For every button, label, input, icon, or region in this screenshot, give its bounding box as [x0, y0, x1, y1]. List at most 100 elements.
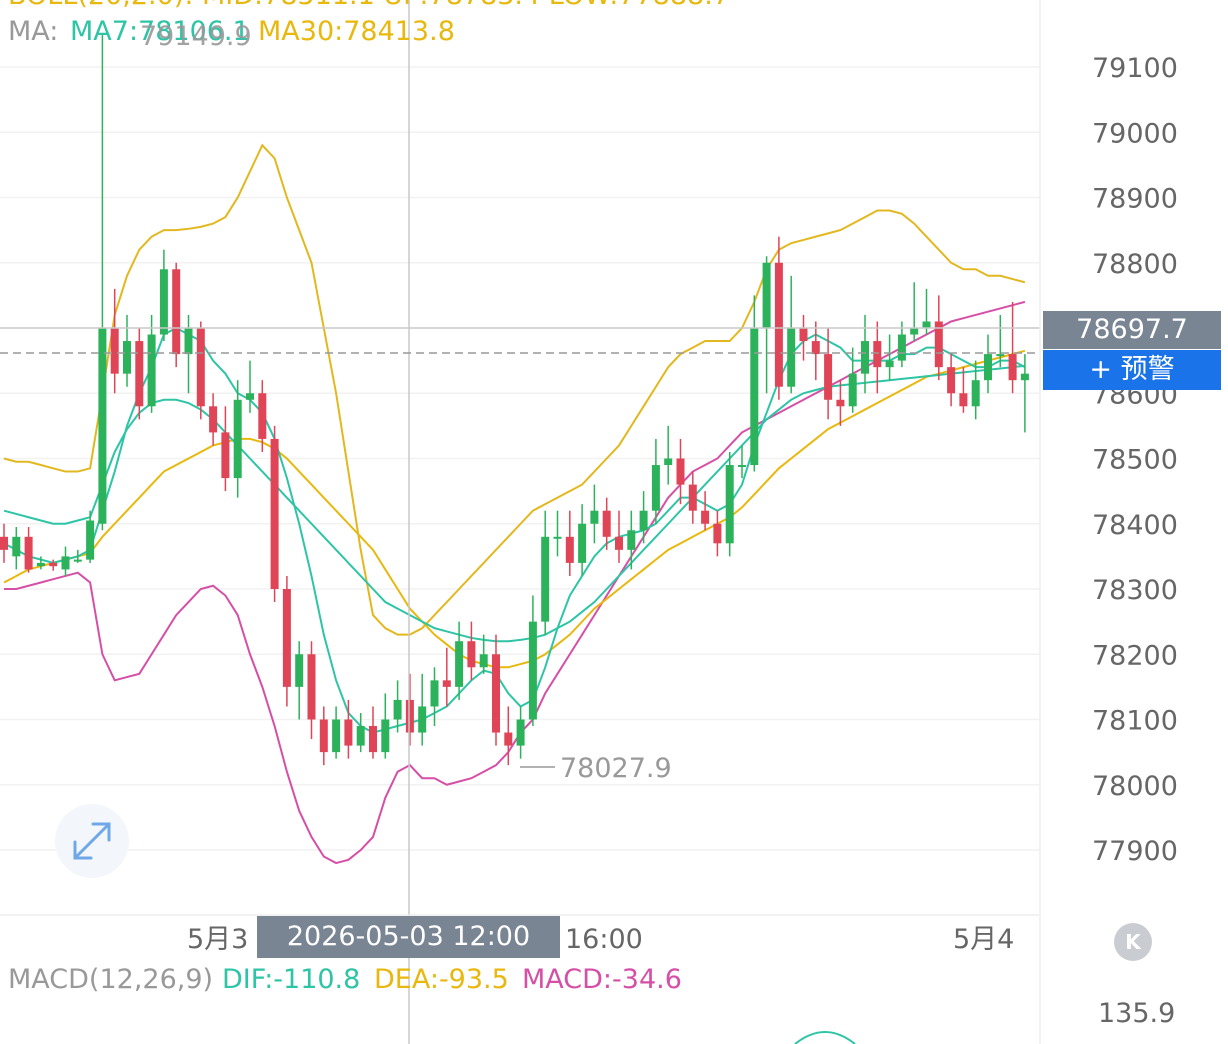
time-label-1600: 16:00 — [565, 924, 643, 955]
candle-body — [947, 367, 956, 394]
candle-body — [282, 589, 291, 687]
candle-body — [356, 726, 365, 746]
candle-body — [172, 269, 181, 355]
current-price-tag: 78697.7 — [1043, 311, 1221, 349]
price-tick-label: 79000 — [1092, 118, 1178, 149]
expand-icon — [73, 822, 111, 860]
candle-body — [590, 510, 599, 524]
candle-body — [811, 341, 820, 355]
candle-body — [221, 432, 230, 479]
candle-body — [467, 641, 476, 668]
candle-body — [1020, 373, 1029, 381]
k-icon: K — [1125, 930, 1141, 954]
candle-body — [12, 536, 21, 557]
candle-body — [295, 654, 304, 687]
candle-body — [873, 341, 882, 368]
candle-body — [848, 373, 857, 407]
price-tick-label: 79100 — [1092, 53, 1178, 84]
high-price-marker: 79149.9 — [140, 21, 252, 52]
candle-body — [405, 699, 414, 733]
candle-body — [49, 562, 58, 567]
candle-body — [701, 510, 710, 524]
alert-button[interactable]: + 预警 — [1043, 350, 1221, 390]
candle-body — [110, 328, 119, 374]
candle-body — [787, 328, 796, 387]
ma30-legend: MA30:78413.8 — [258, 16, 455, 47]
candle-body — [135, 341, 144, 407]
candle-body — [36, 562, 45, 567]
candle-body — [750, 328, 759, 466]
candle-body — [147, 334, 156, 407]
candle-body — [455, 641, 464, 687]
low-price-marker: 78027.9 — [560, 753, 672, 784]
ma7-legend: MA7:78106.1 — [70, 16, 250, 47]
macd-dif-line — [794, 1031, 856, 1044]
price-tick-label: 78400 — [1092, 510, 1178, 541]
price-tick-label: 77900 — [1092, 836, 1178, 867]
candle-body — [971, 380, 980, 407]
candle-body — [270, 438, 279, 589]
candle-body — [541, 536, 550, 622]
ma-prefix: MA: — [8, 16, 58, 47]
candle-body — [897, 334, 906, 361]
candle-body — [676, 458, 685, 485]
candle-body — [369, 726, 377, 753]
candle-body — [959, 393, 968, 407]
ma30-line — [3, 349, 1026, 669]
price-tick-label: 78000 — [1092, 771, 1178, 802]
time-label-may3: 5月3 — [187, 924, 248, 955]
crosshair-time-label: 2026-05-03 12:00 — [257, 916, 560, 958]
candle-body — [885, 360, 894, 368]
price-tick-label: 78800 — [1092, 249, 1178, 280]
price-tick-label: 78100 — [1092, 706, 1178, 737]
candle-body — [98, 328, 107, 524]
k-line-toggle-button[interactable]: K — [1114, 923, 1152, 961]
price-axis: 7910079000789007880078600785007840078300… — [1092, 53, 1178, 867]
candle-body — [332, 719, 341, 753]
candle-body — [565, 536, 574, 563]
candle-body — [430, 680, 439, 707]
candle-body — [184, 328, 193, 355]
candle-body — [516, 719, 525, 746]
macd-value: MACD:-34.6 — [522, 964, 682, 995]
candle-body — [836, 399, 845, 407]
candle-body — [393, 699, 402, 720]
price-tick-label: 78900 — [1092, 184, 1178, 215]
candle-body — [528, 621, 537, 720]
candle-body — [61, 556, 70, 570]
candle-body — [479, 654, 488, 668]
candle-body — [196, 328, 205, 407]
candle-body — [418, 706, 427, 733]
macd-dea: DEA:-93.5 — [374, 964, 509, 995]
expand-chart-button[interactable] — [55, 804, 129, 878]
candle-body — [159, 269, 168, 335]
candle-body — [984, 354, 992, 381]
boll-up-line — [3, 143, 1026, 636]
candle-body — [602, 510, 611, 537]
candle-body — [504, 732, 513, 746]
candle-body — [922, 321, 931, 328]
candle-body — [910, 328, 919, 335]
candle-body — [774, 262, 783, 387]
price-tick-label: 78500 — [1092, 445, 1178, 476]
boll-mid-line — [3, 364, 1026, 643]
candlesticks — [0, 34, 1029, 766]
candle-body — [73, 559, 82, 562]
grid-lines — [0, 66, 1040, 851]
candle-body — [442, 680, 451, 687]
price-tick-label: 78300 — [1092, 575, 1178, 606]
candle-body — [307, 654, 316, 720]
candle-body — [799, 328, 808, 342]
boll-legend: BOLL(20,2.0): MID:78511.1 UP:78783.4 LOW… — [8, 0, 730, 11]
candle-body — [861, 341, 869, 374]
candle-body — [651, 465, 660, 511]
candle-body — [319, 719, 328, 753]
macd-title: MACD(12,26,9) — [8, 964, 213, 995]
candle-body — [713, 523, 722, 544]
candle-body — [627, 530, 636, 550]
candle-body — [381, 719, 390, 753]
candle-body — [246, 393, 254, 400]
candle-body — [996, 354, 1005, 357]
price-tick-label: 78200 — [1092, 640, 1178, 671]
